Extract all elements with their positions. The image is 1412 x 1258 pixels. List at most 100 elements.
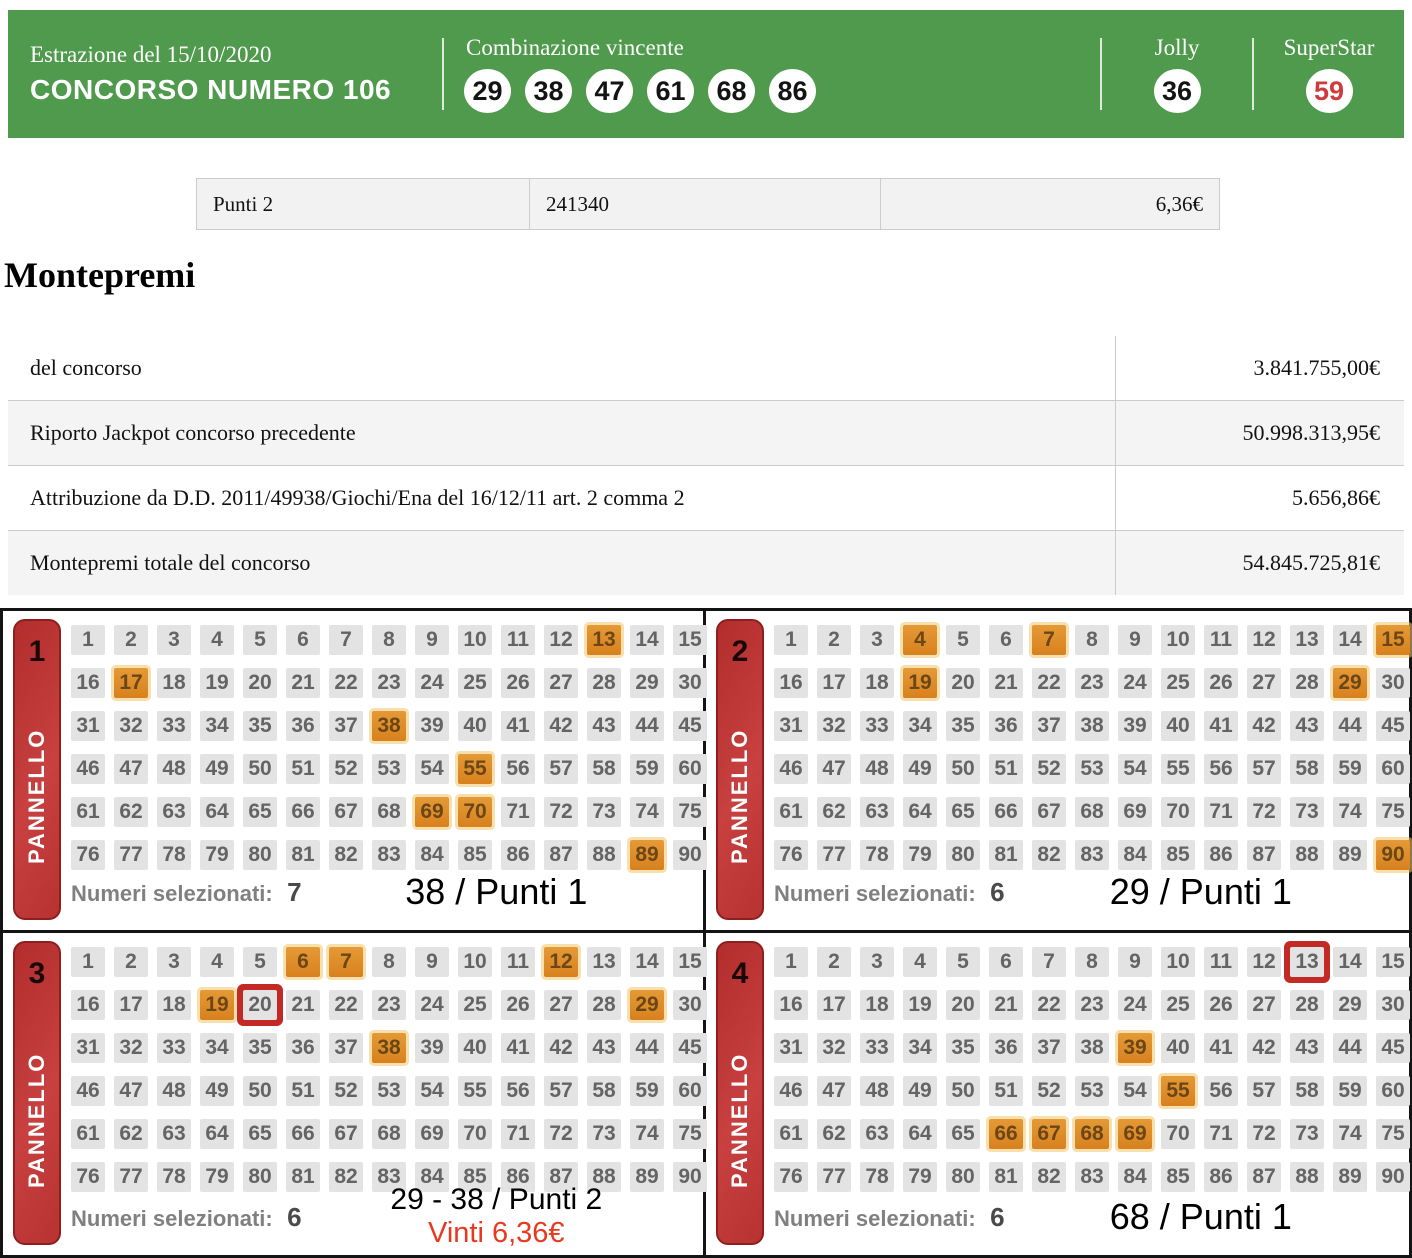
pannello-2-number-1: 1: [774, 625, 808, 655]
pannello-2-number-47: 47: [817, 754, 851, 784]
pannello-1-number-57: 57: [544, 754, 578, 784]
pannello-1-number-44: 44: [630, 711, 664, 741]
winning-ball-6: 86: [769, 69, 816, 113]
pannello-4-number-85: 85: [1161, 1162, 1195, 1192]
selected-numbers-count: 6: [990, 876, 1005, 907]
pannello-3-number-39: 39: [415, 1033, 449, 1063]
pannello-1-number-48: 48: [157, 754, 191, 784]
pannello-1-number-73: 73: [587, 797, 621, 827]
pannello-3-number-6: 6: [286, 947, 320, 977]
pannello-2-number-75: 75: [1376, 797, 1410, 827]
pannello-4-number-67: 67: [1032, 1119, 1066, 1149]
pannello-4-number-18: 18: [860, 990, 894, 1020]
pannello-3-number-40: 40: [458, 1033, 492, 1063]
pannello-4-tab: 4 PANNELLO: [716, 941, 764, 1245]
pannello-4-number-39: 39: [1118, 1033, 1152, 1063]
pannello-4-footer: Numeri selezionati: 6 68 / Punti 1: [774, 1189, 1397, 1245]
pannello-1-number-54: 54: [415, 754, 449, 784]
pannello-3-number-68: 68: [372, 1119, 406, 1149]
pannello-3-number-66: 66: [286, 1119, 320, 1149]
panel-annotation: 29 - 38 / Punti 2 Vinti 6,36€: [302, 1184, 691, 1251]
pannello-4-number-33: 33: [860, 1033, 894, 1063]
pannello-3-number-52: 52: [329, 1076, 363, 1106]
pannello-1-number-50: 50: [243, 754, 277, 784]
pannello-2-number-29: 29: [1333, 668, 1367, 698]
pannello-3-number-62: 62: [114, 1119, 148, 1149]
pannello-3-number-20: 20: [243, 990, 277, 1020]
pannello-3-number-90: 90: [673, 1162, 707, 1192]
montepremi-row: Riporto Jackpot concorso precedente 50.9…: [8, 401, 1404, 466]
montepremi-row-label: Montepremi totale del concorso: [8, 531, 1116, 595]
prize-category: Punti 2: [197, 179, 530, 229]
pannello-1-number-23: 23: [372, 668, 406, 698]
pannello-3-number-12: 12: [544, 947, 578, 977]
pannello-2-number-46: 46: [774, 754, 808, 784]
draw-info: Estrazione del 15/10/2020 CONCORSO NUMER…: [8, 42, 442, 106]
pannello-1-number-56: 56: [501, 754, 535, 784]
pannello-2-number-45: 45: [1376, 711, 1410, 741]
pannello-2-number-66: 66: [989, 797, 1023, 827]
pannello-4-number-7: 7: [1032, 947, 1066, 977]
pannello-1-number-29: 29: [630, 668, 664, 698]
pannello-3-number-82: 82: [329, 1162, 363, 1192]
pannello-1-number-3: 3: [157, 625, 191, 655]
pannello-1-number-9: 9: [415, 625, 449, 655]
pannello-1-number-27: 27: [544, 668, 578, 698]
pannello-1-number-65: 65: [243, 797, 277, 827]
pannello-1-number-72: 72: [544, 797, 578, 827]
pannello-4-number-45: 45: [1376, 1033, 1410, 1063]
pannello-4-number-78: 78: [860, 1162, 894, 1192]
pannello-1-number-17: 17: [114, 668, 148, 698]
pannello-3-number-34: 34: [200, 1033, 234, 1063]
pannello-2-number-22: 22: [1032, 668, 1066, 698]
pannello-3-number-41: 41: [501, 1033, 535, 1063]
pannello-4-number-36: 36: [989, 1033, 1023, 1063]
pannello-4-number-89: 89: [1333, 1162, 1367, 1192]
pannello-2-number-55: 55: [1161, 754, 1195, 784]
pannello-1-number-37: 37: [329, 711, 363, 741]
pannello-3-number-30: 30: [673, 990, 707, 1020]
selected-numbers-info: Numeri selezionati: 6: [774, 1202, 1005, 1233]
pannello-1-number-58: 58: [587, 754, 621, 784]
pannello-1-number-11: 11: [501, 625, 535, 655]
winning-ball-3: 47: [586, 69, 633, 113]
pannello-3-number-83: 83: [372, 1162, 406, 1192]
pannello-4-number-8: 8: [1075, 947, 1109, 977]
pannello-4-number-50: 50: [946, 1076, 980, 1106]
pannello-4-number-73: 73: [1290, 1119, 1324, 1149]
pannello-4-number-77: 77: [817, 1162, 851, 1192]
pannello-2-number-62: 62: [817, 797, 851, 827]
pannello-3-number-35: 35: [243, 1033, 277, 1063]
pannello-4-number-9: 9: [1118, 947, 1152, 977]
pannello-2-number-70: 70: [1161, 797, 1195, 827]
pannello-3-number-50: 50: [243, 1076, 277, 1106]
pannello-3-number-44: 44: [630, 1033, 664, 1063]
pannello-3-number-53: 53: [372, 1076, 406, 1106]
montepremi-row-label: Riporto Jackpot concorso precedente: [8, 401, 1116, 465]
pannello-4-number-60: 60: [1376, 1076, 1410, 1106]
panel-result-note: 29 - 38 / Punti 2: [390, 1182, 603, 1216]
pannello-4-number-21: 21: [989, 990, 1023, 1020]
pannello-3-number-25: 25: [458, 990, 492, 1020]
pannello-4-number-62: 62: [817, 1119, 851, 1149]
selected-numbers-info: Numeri selezionati: 6: [774, 877, 1005, 908]
winning-ball-5: 68: [708, 69, 755, 113]
pannello-2-number-89: 89: [1333, 840, 1367, 870]
pannello-2-number-31: 31: [774, 711, 808, 741]
pannello-2-number-27: 27: [1247, 668, 1281, 698]
pannello-3-number-61: 61: [71, 1119, 105, 1149]
pannello-3: 3 PANNELLO 1 2 3 4 5 6 7 8 9 10 11 12 13 14 15 16 17 18 19…: [3, 933, 707, 1255]
pannello-4-number-74: 74: [1333, 1119, 1367, 1149]
pannello-3-number-17: 17: [114, 990, 148, 1020]
superstar-label: SuperStar: [1283, 35, 1375, 60]
montepremi-title: Montepremi: [4, 255, 196, 295]
pannello-3-number-18: 18: [157, 990, 191, 1020]
pannello-2-number-49: 49: [903, 754, 937, 784]
pannello-1-number-24: 24: [415, 668, 449, 698]
pannello-4-number-64: 64: [903, 1119, 937, 1149]
pannello-4-number-51: 51: [989, 1076, 1023, 1106]
pannello-4-number-34: 34: [903, 1033, 937, 1063]
jolly-label: Jolly: [1154, 35, 1200, 60]
pannello-4: 4 PANNELLO 1 2 3 4 5 6 7 8 9 10 11 12 13 14 15 16 17 18 19…: [706, 933, 1410, 1255]
pannello-3-number-10: 10: [458, 947, 492, 977]
